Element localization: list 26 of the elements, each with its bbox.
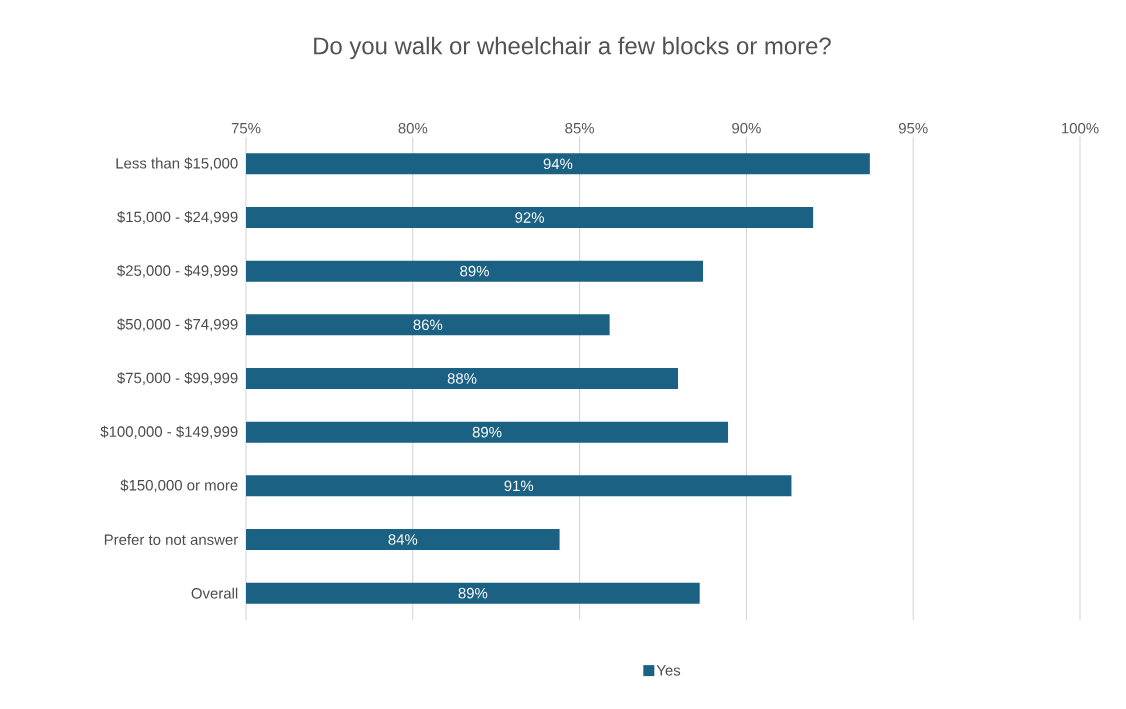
data-label: 88%	[447, 373, 477, 384]
y-tick-label: Prefer to not answer	[104, 534, 238, 545]
x-tick-label: 95%	[898, 122, 928, 134]
data-label: 94%	[543, 158, 573, 170]
y-tick-label: $150,000 or more	[120, 479, 238, 493]
y-tick-label: Less than $15,000	[116, 157, 238, 171]
data-label: 86%	[413, 319, 443, 331]
chart-title: Do you walk or wheelchair a few blocks or more?	[314, 36, 831, 60]
y-tick-label: $50,000 - $74,999	[117, 318, 238, 332]
y-tick-label: Overall	[191, 587, 238, 599]
data-label: 89%	[458, 587, 488, 599]
y-tick-label: $100,000 - $149,999	[100, 425, 238, 439]
y-tick-label: $15,000 - $24,999	[117, 211, 238, 224]
data-label: 89%	[460, 265, 489, 277]
x-tick-label: 100%	[1062, 122, 1099, 134]
y-tick-label: $75,000 - $99,999	[117, 372, 238, 385]
x-tick-label: 90%	[732, 122, 761, 134]
data-label: 92%	[515, 212, 544, 223]
legend-label: Yes	[656, 665, 681, 676]
y-tick-label: $25,000 - $49,999	[117, 264, 238, 278]
x-tick-label: 75%	[231, 122, 261, 134]
data-label: 91%	[504, 480, 534, 492]
data-label: 89%	[472, 426, 502, 438]
x-tick-label: 85%	[565, 122, 595, 134]
data-label: 84%	[388, 534, 418, 545]
x-tick-label: 80%	[398, 122, 428, 134]
